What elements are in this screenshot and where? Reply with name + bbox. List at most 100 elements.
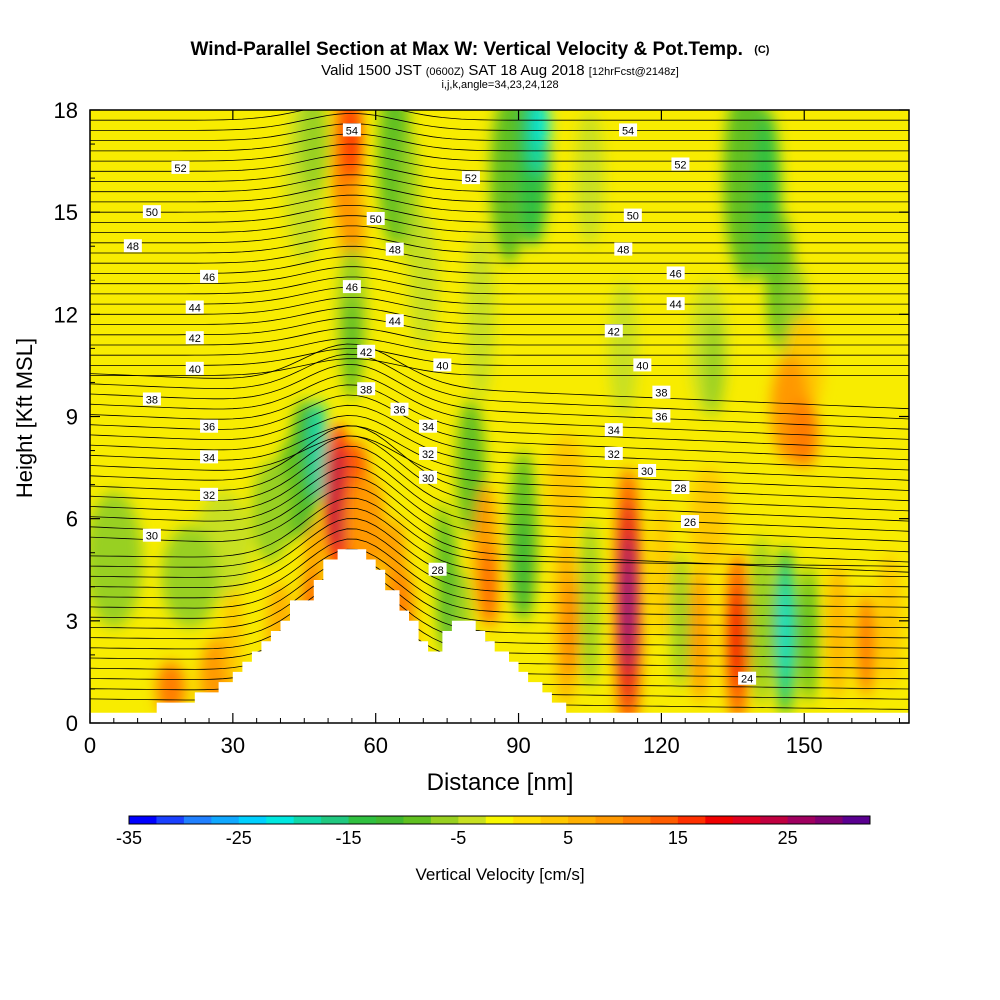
- theta-label-text: 38: [360, 384, 372, 396]
- y-axis-label: Height [Kft MSL]: [12, 338, 37, 498]
- theta-label-text: 26: [684, 517, 696, 529]
- colorbar-swatch: [815, 816, 844, 824]
- theta-label-text: 40: [436, 360, 448, 372]
- isentrope-line: [90, 154, 909, 172]
- isentrope-line: [90, 113, 909, 131]
- y-tick-label: 15: [54, 200, 78, 225]
- isentrope-line: [90, 559, 909, 629]
- theta-label-text: 36: [655, 412, 667, 424]
- theta-label: 36: [652, 409, 671, 424]
- isentrope-line: [90, 143, 909, 162]
- velocity-cell: [670, 552, 690, 689]
- theta-label-box: [142, 528, 161, 542]
- theta-label-box: [357, 382, 376, 396]
- theta-label-box: [633, 358, 652, 372]
- theta-label: 44: [666, 297, 685, 311]
- theta-label: 34: [200, 450, 219, 464]
- colorbar-swatch: [540, 816, 569, 824]
- velocity-cell: [689, 566, 710, 703]
- y-tick-label: 9: [66, 405, 78, 430]
- theta-label-box: [614, 242, 633, 256]
- velocity-cell: [513, 518, 533, 621]
- theta-label-box: [461, 171, 480, 185]
- velocity-cell: [482, 545, 498, 628]
- isentrope-line: [90, 256, 909, 274]
- velocity-cell: [730, 586, 745, 689]
- isentrope-line: [90, 415, 909, 481]
- theta-label-text: 52: [465, 173, 477, 185]
- colorbar-swatch: [842, 816, 871, 824]
- isentrope-line: [90, 353, 909, 420]
- theta-label: 30: [142, 528, 161, 543]
- theta-label: 48: [123, 239, 142, 253]
- theta-label-box: [185, 300, 204, 314]
- theta-label: 42: [357, 344, 376, 359]
- isentrope-line: [90, 466, 909, 553]
- velocity-cell: [856, 593, 876, 696]
- theta-label-box: [623, 208, 642, 222]
- y-tick-label: 12: [54, 302, 78, 327]
- theta-label-text: 54: [622, 125, 634, 137]
- velocity-cell: [689, 467, 729, 570]
- x-tick-label: 60: [363, 733, 387, 758]
- theta-label: 50: [142, 205, 161, 219]
- isentrope-line: [90, 569, 909, 639]
- theta-label: 46: [200, 269, 219, 284]
- theta-label-text: 50: [146, 207, 158, 219]
- theta-label-text: 46: [203, 272, 215, 284]
- theta-label: 54: [342, 123, 361, 137]
- x-tick-label: 30: [221, 733, 245, 758]
- colorbar-swatch: [732, 816, 761, 824]
- theta-label-box: [200, 419, 219, 433]
- isentrope-line: [90, 245, 909, 264]
- colorbar-swatch: [595, 816, 624, 824]
- theta-label-text: 34: [203, 452, 215, 464]
- theta-label-box: [419, 470, 438, 484]
- isentrope-line: [90, 456, 909, 542]
- theta-label: 32: [200, 487, 219, 502]
- velocity-cell: [223, 586, 243, 689]
- theta-label: 38: [142, 392, 161, 406]
- isentrope-line: [90, 164, 909, 182]
- isentrope-line: [90, 225, 909, 244]
- theta-label: 30: [419, 470, 438, 485]
- theta-label-text: 50: [627, 211, 639, 223]
- isentrope-line: [90, 538, 909, 608]
- isentrope-line: [90, 497, 909, 567]
- velocity-cell: [799, 566, 819, 703]
- y-tick-label: 6: [66, 507, 78, 532]
- theta-label-box: [428, 562, 447, 576]
- theta-label-box: [385, 314, 404, 328]
- velocity-cell: [828, 562, 848, 700]
- theta-label-text: 42: [360, 347, 372, 359]
- isentrope-line: [90, 363, 909, 430]
- velocity-cell: [161, 525, 219, 628]
- colorbar-swatch: [403, 816, 432, 824]
- theta-label-text: 28: [674, 483, 686, 495]
- isentrope-line: [90, 358, 909, 376]
- theta-label-box: [738, 671, 757, 685]
- isentrope-line: [90, 404, 909, 471]
- colorbar-tick-label: 15: [668, 828, 688, 848]
- velocity-cell: [651, 501, 671, 638]
- colorbar-swatch: [348, 816, 377, 824]
- theta-label: 34: [604, 423, 623, 437]
- theta-label-box: [419, 446, 438, 460]
- x-tick-label: 90: [506, 733, 530, 758]
- isentrope-line: [90, 327, 909, 346]
- colorbar-tick-label: -5: [450, 828, 466, 848]
- isentrope-line: [90, 486, 909, 573]
- theta-label: 32: [419, 446, 438, 461]
- colorbar-swatch: [568, 816, 597, 824]
- theta-label-text: 36: [203, 422, 215, 434]
- theta-label-box: [200, 487, 219, 501]
- theta-label-box: [200, 269, 219, 283]
- y-tick-label: 0: [66, 711, 78, 736]
- subtitle-fcst: [12hrFcst@2148z]: [589, 66, 679, 78]
- colorbar-tick-label: 5: [563, 828, 573, 848]
- isentrope-line: [90, 435, 909, 502]
- velocity-cell: [749, 535, 774, 706]
- velocity-cell: [328, 447, 348, 550]
- subtitle-indices: i,j,k,angle=34,23,24,128: [441, 79, 558, 91]
